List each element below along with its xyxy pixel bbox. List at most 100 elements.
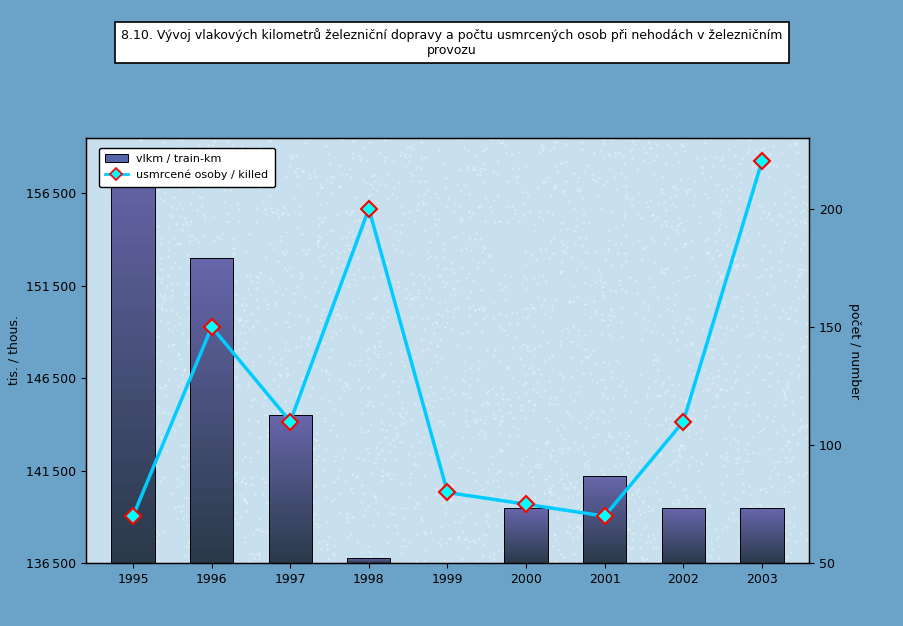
Point [587, 247, 601, 257]
Point [152, 530, 166, 540]
Point [700, 248, 714, 258]
Bar [268, 415, 312, 563]
Point [410, 288, 424, 298]
Bar [740, 520, 783, 521]
Point [797, 468, 812, 478]
Point [751, 549, 766, 559]
Point [586, 148, 600, 158]
Point [788, 316, 803, 326]
Point [584, 376, 599, 386]
Point [555, 185, 570, 195]
Bar [190, 258, 233, 265]
Point [522, 206, 536, 216]
Point [462, 212, 477, 222]
Point [242, 323, 256, 333]
Point [628, 488, 642, 498]
Point [790, 270, 805, 280]
Point [455, 526, 470, 536]
Point [453, 245, 468, 255]
Point [609, 525, 623, 535]
Point [142, 318, 156, 328]
Point [650, 365, 665, 375]
Point [790, 147, 805, 157]
Bar [740, 511, 783, 512]
Point [436, 244, 451, 254]
Point [360, 501, 375, 511]
Point [443, 290, 458, 300]
Point [786, 521, 800, 531]
Point [377, 156, 391, 166]
Point [674, 217, 688, 227]
Point [166, 424, 181, 434]
Point [458, 243, 472, 253]
Point [699, 275, 713, 285]
Point [331, 247, 346, 257]
Point [692, 487, 706, 497]
Point [595, 294, 610, 304]
Point [600, 416, 614, 426]
Point [494, 416, 508, 426]
Point [708, 236, 722, 246]
Point [219, 277, 233, 287]
Point [616, 464, 630, 475]
Point [144, 321, 158, 331]
Point [677, 484, 692, 494]
Point [193, 270, 208, 280]
Point [302, 334, 316, 344]
Point [473, 425, 488, 435]
Bar [661, 513, 704, 515]
Point [581, 218, 595, 228]
Point [212, 412, 227, 422]
Point [433, 540, 447, 550]
Point [559, 323, 573, 333]
Point [430, 272, 444, 282]
Point [377, 322, 391, 332]
Point [352, 386, 367, 396]
Point [570, 291, 584, 301]
Point [754, 533, 768, 543]
Point [228, 277, 243, 287]
Point [132, 202, 146, 212]
Point [146, 349, 161, 359]
Point [274, 359, 288, 369]
Point [161, 408, 175, 418]
Point [797, 422, 812, 432]
Point [799, 199, 814, 209]
Bar [268, 430, 312, 434]
Point [500, 556, 515, 566]
Point [252, 553, 266, 563]
Point [777, 536, 791, 546]
Point [177, 365, 191, 375]
Point [639, 481, 654, 491]
Point [331, 464, 346, 475]
Point [767, 400, 781, 410]
Point [433, 270, 447, 280]
Point [459, 404, 473, 414]
Point [631, 492, 646, 502]
Point [205, 486, 219, 496]
Point [228, 159, 243, 169]
Point [596, 138, 610, 148]
Point [272, 527, 286, 537]
Point [209, 541, 223, 552]
Point [541, 353, 555, 363]
Point [135, 169, 150, 179]
Point [479, 510, 493, 520]
Point [142, 497, 156, 507]
Point [196, 476, 210, 486]
Point [686, 270, 701, 280]
Point [506, 521, 520, 531]
Point [529, 279, 544, 289]
Point [725, 515, 740, 525]
Point [200, 362, 214, 372]
Point [743, 328, 758, 338]
Point [796, 239, 810, 249]
Point [613, 238, 628, 248]
Point [405, 414, 419, 424]
Point [168, 258, 182, 268]
Point [517, 259, 532, 269]
Point [365, 272, 379, 282]
Point [128, 244, 143, 254]
Point [275, 289, 289, 299]
Point [394, 329, 408, 339]
